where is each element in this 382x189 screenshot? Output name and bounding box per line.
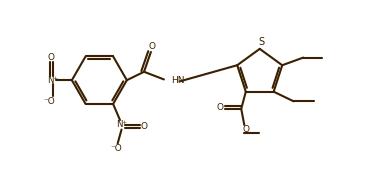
Text: N⁺: N⁺: [116, 121, 127, 129]
Text: ⁻O: ⁻O: [44, 98, 56, 106]
Text: S: S: [259, 37, 265, 47]
Text: O: O: [217, 103, 224, 112]
Text: O: O: [141, 122, 148, 131]
Text: O: O: [48, 53, 55, 62]
Text: O: O: [149, 42, 156, 51]
Text: HN: HN: [171, 76, 184, 85]
Text: ⁻O: ⁻O: [110, 144, 122, 153]
Text: N⁺: N⁺: [47, 76, 58, 85]
Text: O: O: [242, 125, 249, 134]
